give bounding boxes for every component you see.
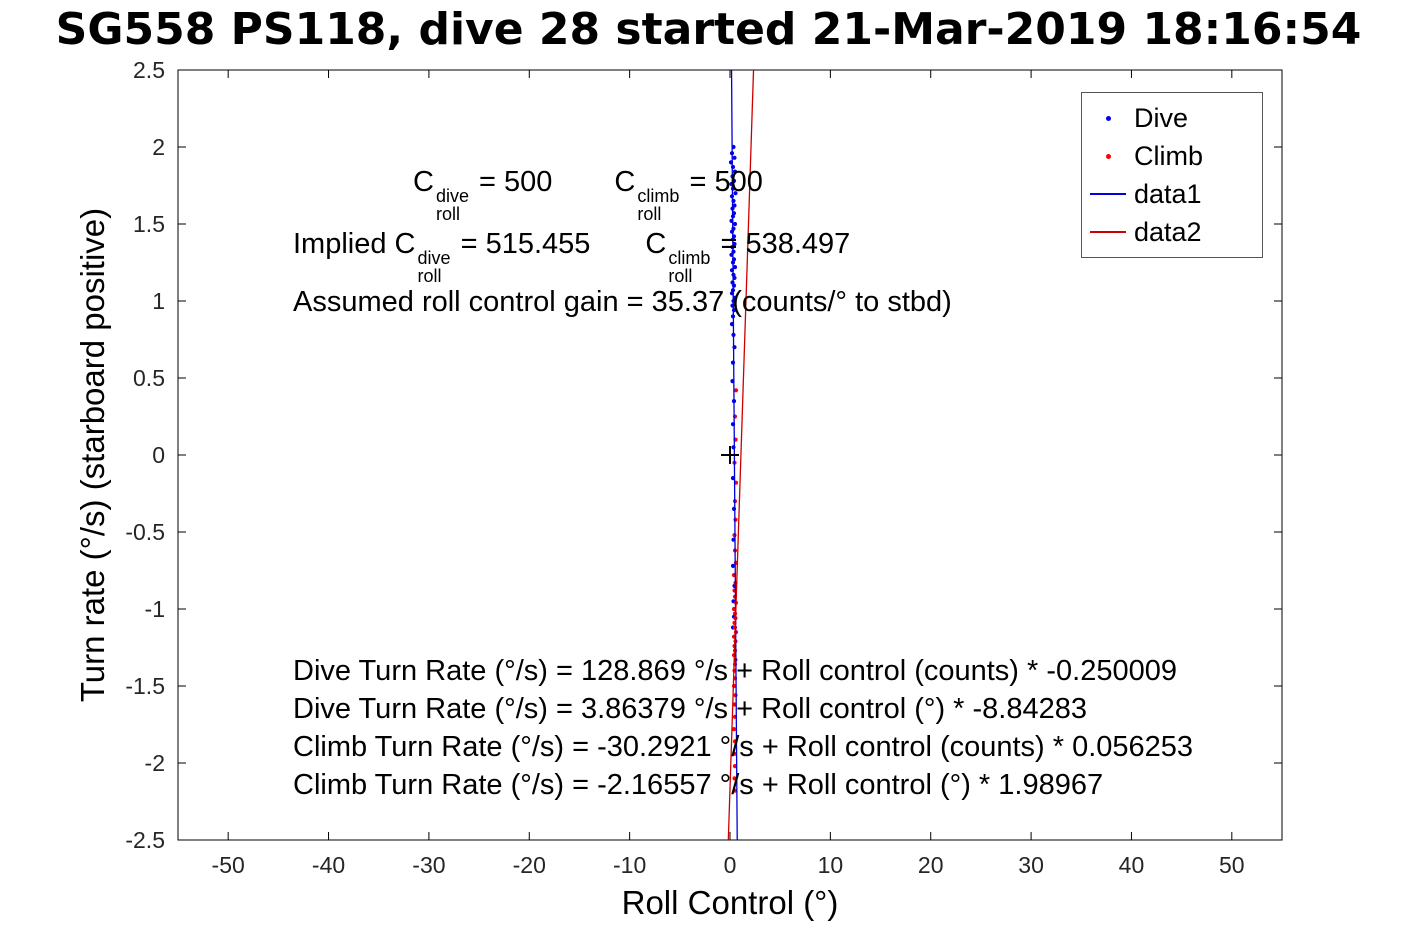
legend-marker-data2 bbox=[1082, 231, 1134, 233]
svg-text:-2.5: -2.5 bbox=[125, 827, 165, 853]
svg-text:20: 20 bbox=[918, 852, 944, 878]
croll-value: = 515.455 bbox=[452, 228, 591, 260]
croll-subsup: climb roll bbox=[637, 187, 679, 224]
svg-text:-20: -20 bbox=[513, 852, 546, 878]
svg-text:-0.5: -0.5 bbox=[125, 519, 165, 545]
legend-label-data1: data1 bbox=[1134, 178, 1202, 209]
svg-text:50: 50 bbox=[1219, 852, 1245, 878]
croll-sub: roll bbox=[668, 266, 693, 287]
croll-value: = 500 bbox=[681, 166, 763, 198]
croll-value: = 538.497 bbox=[712, 228, 851, 260]
svg-text:2: 2 bbox=[152, 134, 165, 160]
svg-text:0: 0 bbox=[152, 442, 165, 468]
svg-text:0.5: 0.5 bbox=[133, 365, 165, 391]
annotation-roll-gain: Assumed roll control gain = 35.37 (count… bbox=[293, 286, 952, 318]
croll-base: C bbox=[394, 228, 416, 260]
svg-text:1.5: 1.5 bbox=[133, 211, 165, 237]
fit-equation-dive-counts: Dive Turn Rate (°/s) = 128.869 °/s + Rol… bbox=[293, 655, 1177, 687]
legend-marker-climb bbox=[1082, 153, 1134, 159]
svg-text:2.5: 2.5 bbox=[133, 57, 165, 83]
legend-marker-dive bbox=[1082, 115, 1134, 121]
fit-equation-dive-deg: Dive Turn Rate (°/s) = 3.86379 °/s + Rol… bbox=[293, 693, 1087, 725]
legend-item-data1: data1 bbox=[1082, 175, 1262, 213]
croll-value: = 500 bbox=[470, 166, 553, 198]
figure-title: SG558 PS118, dive 28 started 21-Mar-2019… bbox=[55, 4, 1362, 55]
croll-base: C bbox=[413, 166, 434, 198]
svg-text:-1.5: -1.5 bbox=[125, 673, 165, 699]
y-tick-labels: -2.5 -2 -1.5 -1 -0.5 0 0.5 1 1.5 2 2.5 bbox=[125, 57, 165, 853]
legend: Dive Climb data1 data2 bbox=[1081, 92, 1263, 258]
legend-item-dive: Dive bbox=[1082, 99, 1262, 137]
croll-sup: climb bbox=[668, 248, 711, 268]
y-axis-label: Turn rate (°/s) (starboard positive) bbox=[74, 207, 111, 703]
svg-text:-1: -1 bbox=[145, 596, 165, 622]
croll-sup: dive bbox=[417, 248, 451, 268]
implied-prefix: Implied bbox=[293, 228, 395, 260]
fit-equation-climb-deg: Climb Turn Rate (°/s) = -2.16557 °/s + R… bbox=[293, 769, 1104, 801]
croll-base: C bbox=[645, 228, 667, 260]
svg-text:40: 40 bbox=[1119, 852, 1145, 878]
croll-sub: roll bbox=[417, 266, 442, 287]
croll-base: C bbox=[614, 166, 636, 198]
svg-text:-2: -2 bbox=[145, 750, 165, 776]
svg-text:-50: -50 bbox=[212, 852, 245, 878]
croll-sub: roll bbox=[435, 204, 460, 225]
svg-text:-30: -30 bbox=[412, 852, 445, 878]
fit-equation-climb-counts: Climb Turn Rate (°/s) = -30.2921 °/s + R… bbox=[293, 731, 1194, 763]
axes-box bbox=[177, 69, 1283, 841]
croll-sup: dive bbox=[435, 186, 469, 206]
croll-subsup: climb roll bbox=[668, 249, 710, 286]
svg-text:10: 10 bbox=[818, 852, 844, 878]
series-data2 bbox=[727, 69, 755, 841]
svg-text:0: 0 bbox=[724, 852, 737, 878]
croll-sub: roll bbox=[637, 204, 662, 225]
legend-item-climb: Climb bbox=[1082, 137, 1262, 175]
legend-label-climb: Climb bbox=[1134, 140, 1204, 171]
legend-label-data2: data2 bbox=[1134, 216, 1202, 247]
origin-marker bbox=[721, 446, 739, 464]
croll-subsup: dive roll bbox=[418, 249, 451, 286]
x-tick-labels: -50 -40 -30 -20 -10 0 10 20 30 40 50 bbox=[212, 852, 1245, 878]
x-axis-label: Roll Control (°) bbox=[621, 884, 839, 921]
annotation-fit-equations: Dive Turn Rate (°/s) = 128.869 °/s + Rol… bbox=[293, 652, 1193, 804]
svg-text:30: 30 bbox=[1018, 852, 1044, 878]
legend-item-data2: data2 bbox=[1082, 213, 1262, 251]
svg-text:-10: -10 bbox=[613, 852, 646, 878]
croll-sup: climb bbox=[637, 186, 680, 206]
legend-label-dive: Dive bbox=[1134, 102, 1189, 133]
svg-text:-40: -40 bbox=[312, 852, 345, 878]
legend-marker-data1 bbox=[1082, 193, 1134, 195]
croll-subsup: dive roll bbox=[436, 187, 469, 224]
svg-text:1: 1 bbox=[152, 288, 165, 314]
